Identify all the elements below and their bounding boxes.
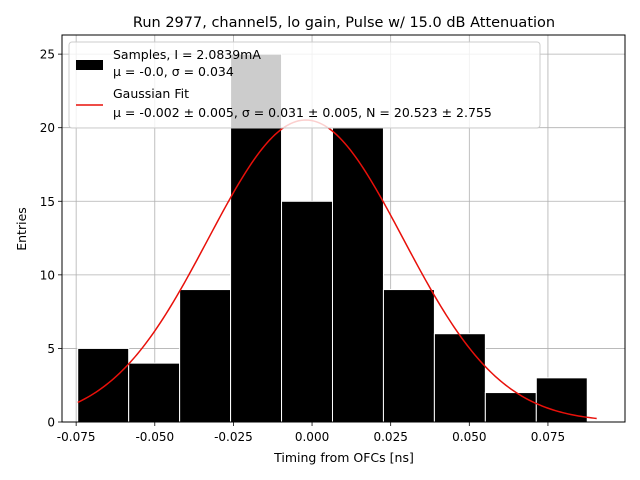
y-axis-label: Entries (14, 207, 29, 251)
legend-box (68, 41, 541, 129)
y-tick-label: 5 (47, 342, 55, 356)
y-tick-label: 25 (40, 48, 55, 62)
x-axis-label: Timing from OFCs [ns] (273, 450, 414, 465)
x-tick-label: -0.075 (57, 430, 96, 444)
y-tick-label: 10 (40, 268, 55, 282)
y-tick-label: 0 (47, 416, 55, 430)
legend-histogram-label: Samples, I = 2.0839mA (113, 47, 261, 62)
x-tick-label: 0.050 (452, 430, 486, 444)
histogram-bar (281, 200, 333, 423)
histogram-bar (77, 347, 130, 423)
legend-fit-label: Gaussian Fit (113, 86, 189, 101)
y-tick-label: 15 (40, 195, 55, 209)
legend: Samples, I = 2.0839mA μ = -0.0, σ = 0.03… (68, 41, 541, 129)
legend-histogram-stats: μ = -0.0, σ = 0.034 (113, 64, 234, 79)
histogram-bar (128, 362, 181, 423)
y-axis-ticks: 0 5 10 15 20 25 (40, 48, 62, 430)
legend-fit-stats: μ = -0.002 ± 0.005, σ = 0.031 ± 0.005, N… (113, 105, 492, 120)
x-tick-label: -0.025 (214, 430, 253, 444)
histogram-bar (382, 289, 435, 423)
x-tick-label: -0.050 (135, 430, 174, 444)
histogram-bar (484, 392, 537, 423)
histogram-bar (433, 333, 486, 423)
histogram-bar (331, 127, 384, 423)
y-tick-label: 20 (40, 121, 55, 135)
x-tick-label: 0.025 (373, 430, 407, 444)
x-tick-label: 0.075 (531, 430, 565, 444)
chart-title: Run 2977, channel5, lo gain, Pulse w/ 15… (133, 15, 555, 31)
histogram-bar (535, 377, 588, 423)
gaussian-fit-curve (77, 119, 597, 420)
histogram-bar (179, 289, 232, 423)
legend-histogram-swatch (76, 60, 103, 70)
x-tick-label: 0.000 (295, 430, 329, 444)
plot-frame (61, 34, 626, 423)
gaussian-fit-line (77, 119, 597, 420)
x-axis-ticks: -0.075 -0.050 -0.025 0.000 0.025 0.050 0.075 (57, 422, 565, 444)
